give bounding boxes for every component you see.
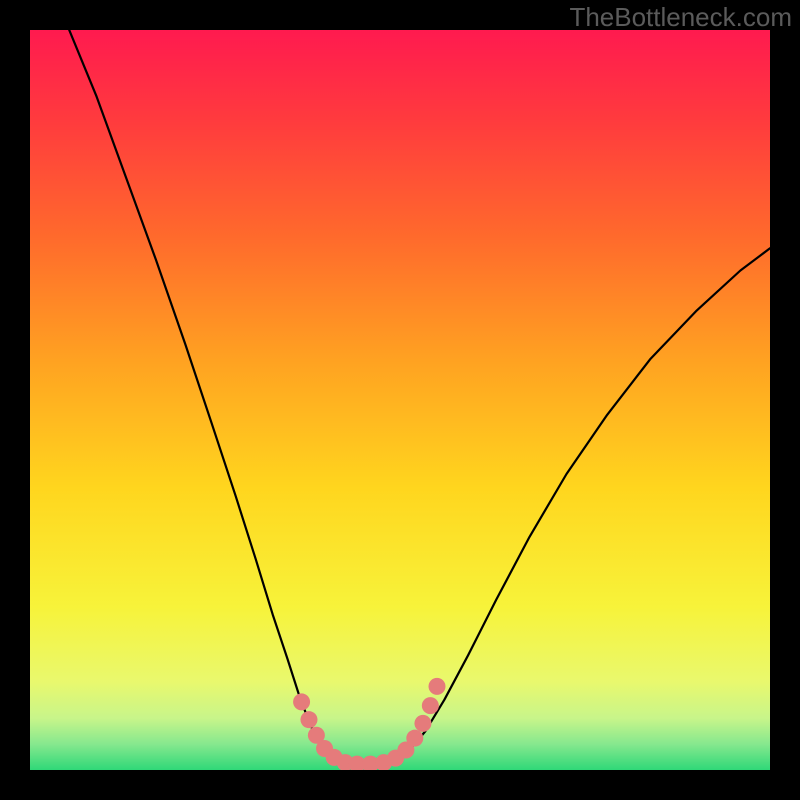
gradient-background (30, 30, 770, 770)
highlight-dot (300, 711, 317, 728)
highlight-dot (414, 715, 431, 732)
highlight-dot (406, 730, 423, 747)
plot-area (30, 30, 770, 770)
highlight-dot (422, 697, 439, 714)
watermark-text: TheBottleneck.com (569, 4, 792, 30)
highlight-dot (429, 678, 446, 695)
highlight-dot (293, 693, 310, 710)
plot-svg (30, 30, 770, 770)
chart-frame: TheBottleneck.com (0, 0, 800, 800)
